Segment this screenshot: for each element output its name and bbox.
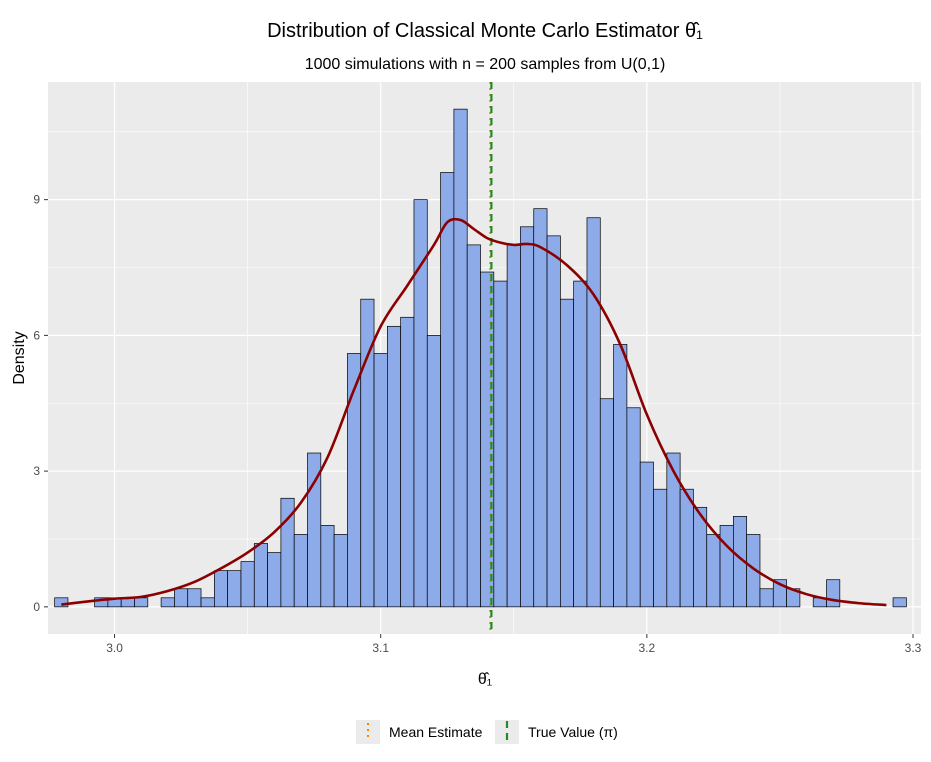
histogram-bar: [586, 217, 601, 608]
x-tick-label: 3.3: [905, 641, 922, 655]
histogram-bar: [653, 488, 668, 608]
histogram-bar: [506, 244, 521, 608]
histogram-bar: [333, 534, 348, 608]
histogram-bar: [639, 461, 654, 608]
histogram-bar: [573, 280, 588, 608]
histogram-bar: [174, 588, 189, 608]
legend-label-mean: Mean Estimate: [389, 724, 483, 740]
legend-label-true: True Value (π): [528, 724, 618, 740]
histogram-bar: [533, 208, 548, 608]
histogram-bar: [187, 588, 202, 608]
histogram-bar: [520, 226, 535, 608]
histogram-bar: [134, 597, 149, 608]
histogram-bar: [400, 316, 415, 608]
x-tick-label: 3.1: [372, 641, 389, 655]
histogram-bar: [227, 570, 242, 608]
histogram-bar: [160, 597, 175, 608]
y-tick-label: 6: [33, 328, 40, 342]
density-curve-layer: [61, 217, 887, 607]
density-curve: [61, 217, 887, 607]
histogram-bar: [267, 552, 282, 608]
histogram-bar: [466, 244, 481, 608]
reference-lines: [489, 82, 493, 634]
histogram-bar: [213, 570, 229, 608]
x-axis-title: θ̂₁: [478, 671, 492, 688]
chart-title: Distribution of Classical Monte Carlo Es…: [267, 20, 703, 42]
y-tick-label: 3: [33, 464, 40, 478]
axis-ticks: 0 3 6 9 3.0 3.1 3.2 3.3: [33, 193, 921, 655]
histogram-bar: [426, 335, 441, 608]
histogram-bar: [892, 597, 907, 608]
histogram-bar: [599, 398, 614, 608]
x-tick-label: 3.2: [639, 641, 656, 655]
histogram-bar: [613, 344, 628, 608]
histogram-bar: [320, 525, 335, 608]
histogram-bar: [200, 597, 215, 608]
legend: Mean Estimate True Value (π): [356, 720, 618, 744]
histogram-bar: [826, 579, 841, 608]
histogram-bar: [373, 353, 388, 608]
y-axis-title: Density: [11, 331, 28, 384]
histogram-bar: [453, 108, 468, 608]
histogram-bar: [666, 452, 681, 608]
chart-subtitle: 1000 simulations with n = 200 samples fr…: [305, 56, 666, 73]
histogram-bar: [706, 534, 721, 608]
histogram-bar: [413, 199, 428, 608]
histogram-bar: [560, 298, 575, 608]
y-tick-label: 9: [33, 193, 40, 207]
histogram-bar: [387, 325, 402, 608]
histogram-bar: [626, 407, 641, 608]
histogram-bar: [253, 543, 268, 608]
histogram-bar: [54, 597, 69, 608]
histogram-bar: [493, 280, 508, 608]
histogram-bar: [546, 235, 561, 608]
histogram-bar: [746, 534, 761, 608]
histogram-bar: [240, 561, 255, 608]
histogram-bar: [759, 588, 774, 608]
histogram-bar: [293, 534, 308, 608]
histogram-bar: [440, 172, 455, 608]
histogram-bar: [679, 488, 694, 608]
histogram-bar: [719, 525, 734, 608]
y-tick-label: 0: [33, 600, 40, 614]
x-tick-label: 3.0: [106, 641, 123, 655]
histogram-bars: [54, 108, 907, 608]
